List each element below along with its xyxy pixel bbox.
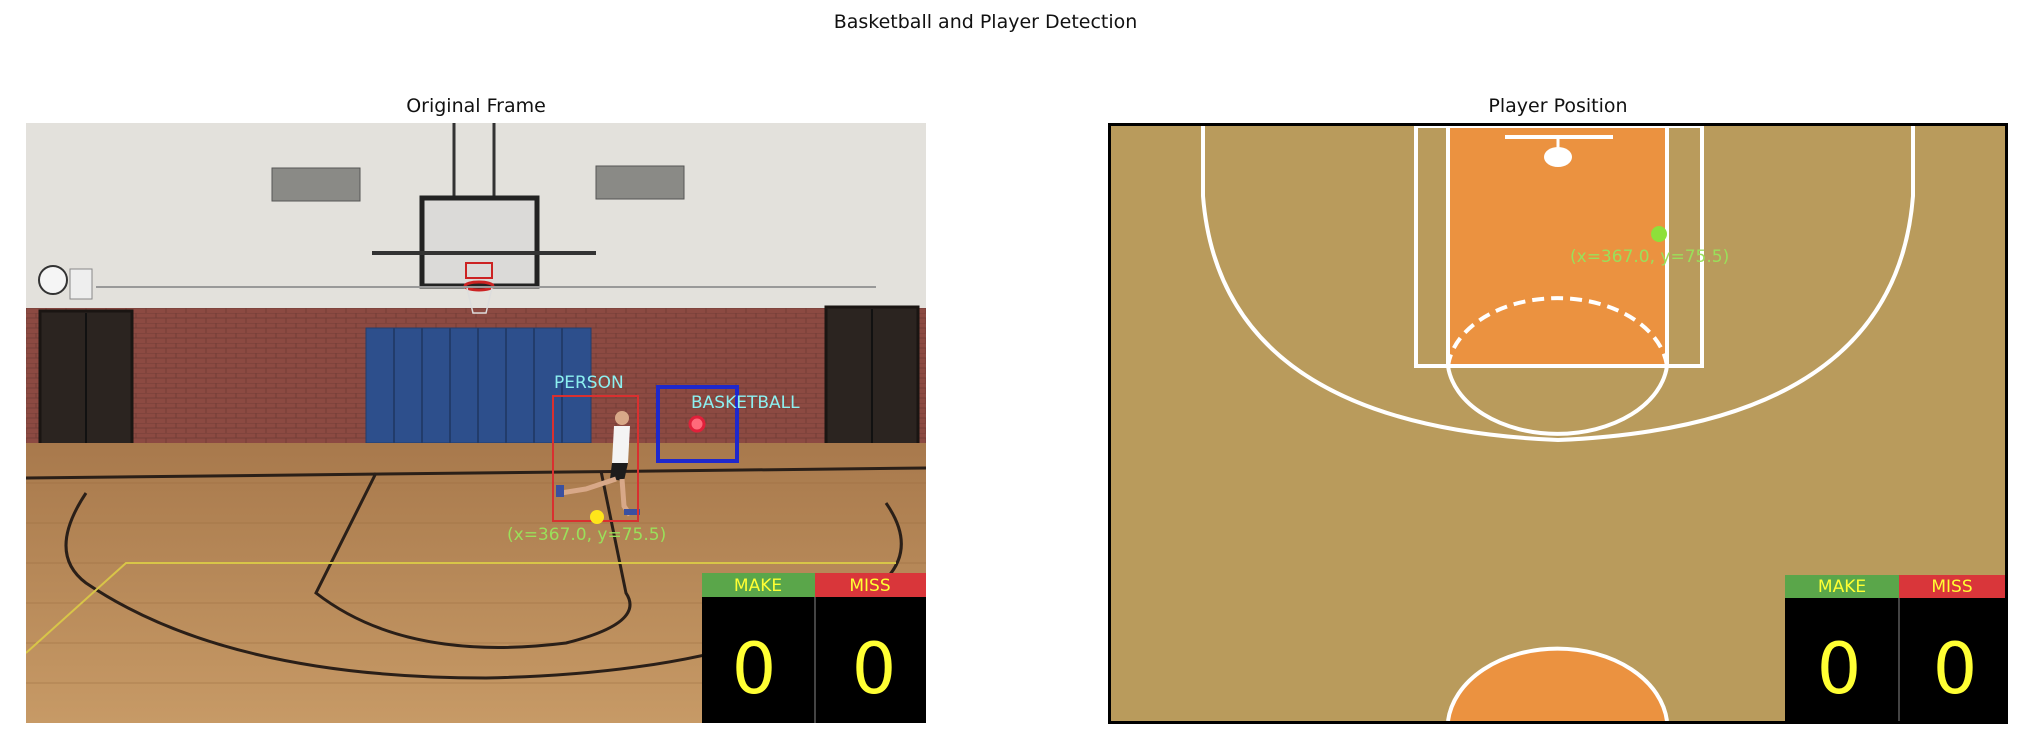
- center-circle: [1446, 646, 1669, 721]
- free-throw-circle-bottom: [1446, 365, 1669, 436]
- player-figure: [556, 411, 640, 517]
- backboard: [419, 195, 540, 289]
- basketball-marker: [688, 415, 706, 433]
- right-make-count: 0: [1817, 628, 1862, 710]
- original-frame-image: PERSON BASKETBALL (x=367.0, y=75.5) MAKE…: [26, 123, 926, 723]
- right-miss-label: MISS: [1931, 577, 1972, 597]
- free-throw-circle-top: [1446, 296, 1669, 367]
- left-panel-title: Original Frame: [406, 95, 546, 117]
- wall-clock-icon: [38, 265, 68, 295]
- basketball-label: BASKETBALL: [691, 393, 800, 413]
- right-coord-label: (x=367.0, y=75.5): [1570, 247, 1729, 267]
- right-make-label: MAKE: [1818, 577, 1866, 597]
- right-panel-title: Player Position: [1488, 95, 1628, 117]
- right-scoreboard: MAKE MISS 0 0: [1785, 575, 2005, 721]
- wall-sign: [69, 268, 93, 300]
- figure-title: Basketball and Player Detection: [833, 11, 1138, 33]
- player-position-marker: [1651, 226, 1667, 242]
- hoop-net: [466, 287, 493, 314]
- left-make-label: MAKE: [734, 576, 782, 596]
- court-svg: (x=367.0, y=75.5) MAKE MISS 0 0: [1111, 126, 2005, 721]
- court-diagram: (x=367.0, y=75.5) MAKE MISS 0 0: [1108, 123, 2008, 724]
- vent-left: [271, 167, 361, 202]
- vent-right: [595, 165, 685, 200]
- three-point-line: [1201, 126, 1915, 443]
- right-miss-count: 0: [1933, 628, 1978, 710]
- gym-scene: PERSON BASKETBALL (x=367.0, y=75.5) MAKE…: [26, 123, 926, 723]
- player-foot-marker: [590, 510, 604, 524]
- basketball-bounding-box: [656, 385, 739, 463]
- left-coord-label: (x=367.0, y=75.5): [507, 525, 666, 545]
- left-miss-label: MISS: [849, 576, 890, 596]
- person-label: PERSON: [554, 373, 624, 393]
- left-scoreboard: MAKE MISS 0 0: [702, 573, 926, 723]
- left-make-count: 0: [732, 628, 777, 710]
- court-rim: [1544, 147, 1572, 167]
- left-miss-count: 0: [852, 628, 897, 710]
